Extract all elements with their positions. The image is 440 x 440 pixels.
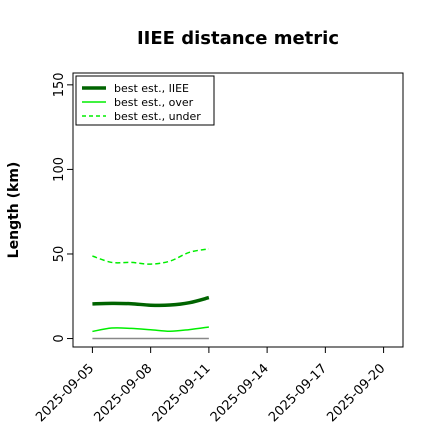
y-axis-label: Length (km): [6, 162, 22, 259]
y-tick-label: 50: [52, 246, 67, 263]
y-tick-label: 100: [52, 157, 67, 182]
series-line-0: [92, 295, 210, 308]
chart-title: IIEE distance metric: [137, 28, 339, 49]
x-tick-label: 2025-09-08: [91, 361, 155, 425]
x-tick-label: 2025-09-05: [33, 361, 97, 425]
x-tick-label: 2025-09-11: [150, 361, 214, 425]
y-tick-label: 0: [52, 334, 67, 342]
legend-label: best est., under: [114, 110, 201, 123]
x-axis: 2025-09-052025-09-082025-09-112025-09-14…: [33, 347, 388, 425]
legend-label: best est., IIEE: [114, 82, 189, 95]
y-tick-label: 150: [52, 72, 67, 97]
y-axis: 0 50 100 150: [52, 72, 73, 343]
series-line-2: [92, 248, 210, 265]
series-line-1: [92, 326, 209, 333]
x-tick-label: 2025-09-20: [324, 361, 388, 425]
legend-box: [75, 75, 215, 126]
plot-area: [72, 72, 404, 348]
series-layer: [92, 248, 210, 340]
x-tick-label: 2025-09-17: [266, 361, 330, 425]
x-tick-label: 2025-09-14: [208, 361, 272, 425]
legend-label: best est., over: [114, 96, 194, 109]
